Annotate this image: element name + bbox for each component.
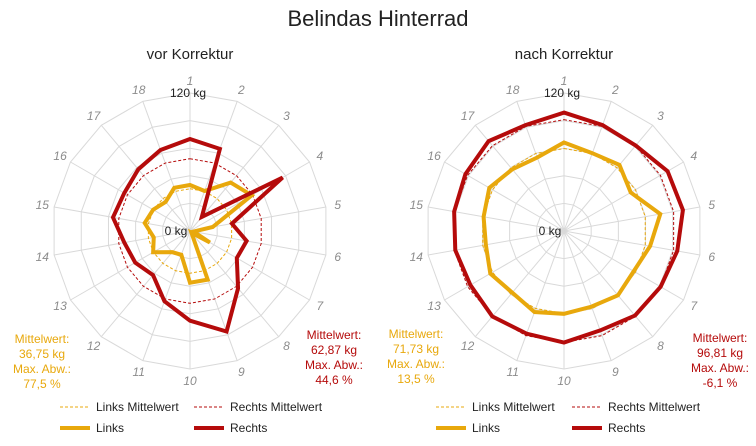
chart-1-spoke-label: 12 <box>87 339 101 353</box>
chart-2-rechts-stat-line: -6,1 % <box>703 376 738 390</box>
chart-1-spoke-label: 8 <box>283 339 290 353</box>
chart-2-rechts-stat-line: 96,81 kg <box>697 346 743 360</box>
chart-1-spoke-label: 16 <box>53 149 67 163</box>
chart-2-title: nach Korrektur <box>515 46 613 63</box>
chart-2-spoke-label: 3 <box>657 109 664 123</box>
chart-1-spoke <box>142 230 191 361</box>
chart-1-links-stat-line: 77,5 % <box>23 377 61 391</box>
chart-1-spoke-label: 18 <box>132 83 146 97</box>
chart-1-spoke <box>70 161 191 232</box>
chart-1-rechts-series-line <box>110 136 284 335</box>
chart-2-spoke-label: 18 <box>506 83 520 97</box>
chart-1-links-stat-line: Mittelwert: <box>15 332 70 346</box>
chart-2-spoke <box>563 124 654 232</box>
chart-1-legend-rechts-label: Rechts <box>230 421 267 435</box>
chart-2-spoke <box>474 124 565 232</box>
chart-2-spoke-label: 7 <box>691 299 699 313</box>
chart-2-axis-label-max: 120 kg <box>544 86 580 100</box>
chart-2-spoke <box>563 206 700 232</box>
chart-2-spoke-label: 8 <box>657 339 664 353</box>
chart-2-spoke <box>563 230 612 361</box>
chart-2-legend-links-mean-label: Links Mittelwert <box>472 400 555 414</box>
chart-2-spoke <box>563 161 684 232</box>
chart-1-spoke-label: 10 <box>183 374 197 388</box>
chart-2-spoke <box>516 230 565 361</box>
chart-2-legend-links-label: Links <box>472 421 500 435</box>
chart-1-axis-label-max: 120 kg <box>170 86 206 100</box>
chart-1-links-stat-line: Max. Abw.: <box>13 362 71 376</box>
chart-1-spoke-label: 9 <box>238 365 245 379</box>
chart-1-rechts-stat-line: 44,6 % <box>315 373 353 387</box>
chart-1-spoke <box>100 124 191 232</box>
chart-2-spoke-label: 12 <box>461 339 475 353</box>
chart-2-spoke-label: 11 <box>506 365 518 379</box>
chart-1-rechts-stat-line: Mittelwert: <box>307 328 362 342</box>
chart-2-spoke <box>516 101 565 232</box>
chart-2-spoke <box>474 230 565 338</box>
chart-1-spoke-label: 4 <box>317 149 324 163</box>
chart-2-spoke-label: 17 <box>461 109 476 123</box>
chart-2-links-stat-line: Mittelwert: <box>389 327 444 341</box>
chart-1-spoke <box>142 101 191 232</box>
chart-2-spoke-label: 15 <box>410 198 424 212</box>
chart-1-spoke <box>189 230 326 256</box>
chart-1-title: vor Korrektur <box>147 46 234 63</box>
chart-1-links-series-line <box>142 180 256 286</box>
chart-1-axis-label-zero: 0 kg <box>165 224 188 238</box>
chart-1-links-stat-line: 36,75 kg <box>19 347 65 361</box>
chart-1-rechts-stat-line: Max. Abw.: <box>305 358 363 372</box>
chart-2-spoke <box>444 230 565 301</box>
chart-1-spoke <box>189 230 280 338</box>
chart-2-spoke-label: 2 <box>611 83 619 97</box>
chart-2-spoke <box>563 101 612 232</box>
chart-2-spoke <box>563 230 684 301</box>
chart-1-spoke <box>100 230 191 338</box>
chart-2-legend-rechts-mean-label: Rechts Mittelwert <box>608 400 701 414</box>
chart-1-spoke-label: 3 <box>283 109 290 123</box>
chart-1-legend-links-mean-label: Links Mittelwert <box>96 400 179 414</box>
chart-1-spoke-label: 11 <box>132 365 144 379</box>
chart-1-legend-links-label: Links <box>96 421 124 435</box>
chart-2-spoke-label: 6 <box>708 250 715 264</box>
chart-1-spoke-label: 15 <box>36 198 50 212</box>
chart-1-spoke-label: 2 <box>237 83 245 97</box>
chart-2-spoke-label: 1 <box>561 74 568 88</box>
chart-2-spoke-label: 5 <box>708 198 715 212</box>
chart-1-spoke-label: 17 <box>87 109 102 123</box>
chart-2-legend-rechts-label: Rechts <box>608 421 645 435</box>
chart-2-links-series-line <box>481 140 663 316</box>
chart-2-spoke-label: 14 <box>410 250 424 264</box>
chart-2-rechts-stat-line: Mittelwert: <box>693 331 748 345</box>
chart-2-spoke <box>563 230 654 338</box>
chart-2-spoke-label: 10 <box>557 374 571 388</box>
chart-1-spoke-label: 7 <box>317 299 325 313</box>
chart-1-spoke-label: 1 <box>187 74 194 88</box>
chart-1-rechts-stat-line: 62,87 kg <box>311 343 357 357</box>
chart-2-spoke <box>428 206 565 232</box>
chart-2-links-stat-line: 13,5 % <box>397 372 435 386</box>
chart-1-legend-rechts-mean-label: Rechts Mittelwert <box>230 400 323 414</box>
chart-2-spoke-label: 9 <box>612 365 619 379</box>
chart-1-spoke-label: 13 <box>53 299 67 313</box>
chart-1-spoke-label: 5 <box>334 198 341 212</box>
chart-2-rechts-stat-line: Max. Abw.: <box>691 361 749 375</box>
chart-1-spoke <box>54 230 191 256</box>
chart-1-spoke-label: 14 <box>36 250 50 264</box>
chart-1-spoke <box>70 230 191 301</box>
chart-1-spoke <box>54 206 191 232</box>
chart-2-spoke-label: 16 <box>427 149 441 163</box>
chart-2-axis-label-zero: 0 kg <box>539 224 562 238</box>
chart-2-spoke-label: 13 <box>427 299 441 313</box>
chart-2-links-stat-line: 71,73 kg <box>393 342 439 356</box>
chart-2-links-stat-line: Max. Abw.: <box>387 357 445 371</box>
chart-2-spoke <box>428 230 565 256</box>
chart-2-rechts-series-line <box>452 110 685 345</box>
chart-2-spoke-label: 4 <box>691 149 698 163</box>
main-title: Belindas Hinterrad <box>287 6 469 31</box>
chart-1-spoke-label: 6 <box>334 250 341 264</box>
